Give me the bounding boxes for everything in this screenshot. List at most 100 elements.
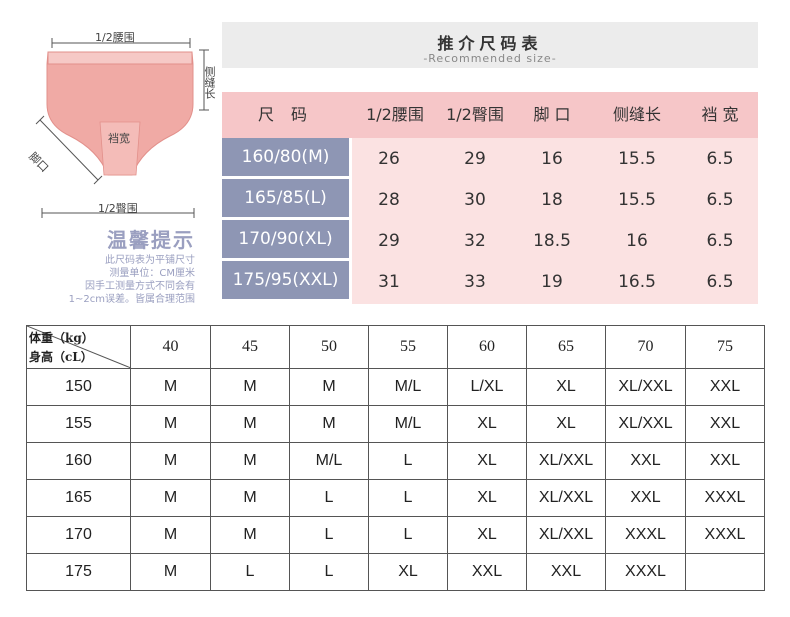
tips-text: 此尺码表为平铺尺寸 测量单位：CM厘米 因手工测量方式不同会有 1~2cm误差。… (0, 251, 195, 311)
size-grid-cell: XXL (447, 553, 527, 591)
size-cell: 16 (541, 149, 563, 169)
size-grid-cell: L (289, 553, 369, 591)
size-cell: 18.5 (533, 231, 571, 251)
size-grid-cell: XL (447, 516, 527, 554)
size-grid-cell: XXL (605, 442, 686, 480)
weight-header: 60 (447, 325, 527, 369)
corner-height-label: 身高（cL） (29, 350, 93, 364)
size-row-label: 165/85(L) (222, 179, 349, 217)
size-grid-cell: XXL (685, 405, 765, 443)
height-cell: 175 (26, 553, 131, 591)
garment-diagram: 1/2腰围 侧缝长 裆宽 脚口 1/2臀围 温馨提示 此尺码表为平铺尺寸 测量单… (0, 0, 225, 310)
table-row: 165 M M L L XL XL/XXL XXL XXXL (26, 479, 765, 517)
size-cell: 28 (378, 190, 400, 210)
size-grid-cell: M (210, 405, 290, 443)
tip-line: 因手工测量方式不同会有 (85, 281, 195, 292)
size-grid-cell: M (130, 516, 211, 554)
size-cell: 6.5 (706, 190, 734, 210)
size-grid-cell: XL (368, 553, 448, 591)
weight-header: 45 (210, 325, 290, 369)
size-cell: 19 (541, 272, 563, 292)
size-grid-cell: M (289, 405, 369, 443)
size-grid-cell: M/L (289, 442, 369, 480)
size-cell: 29 (378, 231, 400, 251)
size-grid-cell: XXL (605, 479, 686, 517)
weight-header: 55 (368, 325, 448, 369)
title-english: -Recommended size- (423, 52, 557, 65)
size-grid-cell: XXXL (605, 553, 686, 591)
table-row: 170 M M L L XL XL/XXL XXXL XXXL (26, 516, 765, 554)
height-weight-size-grid: 体重（kg） 身高（cL） 40 45 50 55 60 65 70 75 15… (26, 325, 765, 591)
size-grid-cell: XL/XXL (605, 368, 686, 406)
half-hip-label: 1/2臀围 (98, 202, 138, 215)
size-grid-cell: XL/XXL (526, 442, 606, 480)
size-grid-cell (685, 553, 765, 591)
size-grid-cell: M (210, 442, 290, 480)
size-grid-cell: XL/XXL (526, 516, 606, 554)
size-grid-cell: M (130, 479, 211, 517)
size-grid-cell: L (289, 516, 369, 554)
table-row: 150 M M M M/L L/XL XL XL/XXL XXL (26, 368, 765, 406)
height-cell: 155 (26, 405, 131, 443)
header-size: 尺 码 (257, 105, 314, 124)
size-grid-cell: M (289, 368, 369, 406)
size-grid-cell: L (368, 516, 448, 554)
size-cell: 18 (541, 190, 563, 210)
header-side-seam: 侧缝长 (612, 105, 661, 124)
size-grid-cell: M (210, 479, 290, 517)
size-grid-cell: M (210, 368, 290, 406)
corner-diagonal (27, 326, 131, 368)
size-grid-cell: M/L (368, 405, 448, 443)
hip-dimension-line (41, 208, 195, 218)
corner-cell: 体重（kg） 身高（cL） (26, 325, 131, 369)
size-cell: 6.5 (706, 231, 734, 251)
crotch-width-label: 裆宽 (108, 132, 130, 145)
size-grid-cell: L (368, 479, 448, 517)
size-cell: 15.5 (618, 149, 656, 169)
weight-header-row: 体重（kg） 身高（cL） 40 45 50 55 60 65 70 75 (26, 325, 765, 369)
size-grid-cell: M (130, 368, 211, 406)
size-grid-cell: M (210, 516, 290, 554)
size-grid-cell: XXL (685, 442, 765, 480)
size-table-title: 推介尺码表 -Recommended size- (222, 22, 758, 68)
size-cell: 30 (464, 190, 486, 210)
size-grid-cell: XL (447, 479, 527, 517)
table-row: 155 M M M M/L XL XL XL/XXL XXL (26, 405, 765, 443)
size-cell: 6.5 (706, 272, 734, 292)
tip-line: 测量单位：CM厘米 (109, 268, 195, 279)
height-cell: 150 (26, 368, 131, 406)
height-cell: 170 (26, 516, 131, 554)
size-grid-cell: L (210, 553, 290, 591)
weight-header: 75 (685, 325, 765, 369)
size-cell: 16 (626, 231, 648, 251)
weight-header: 40 (130, 325, 211, 369)
weight-header: 70 (605, 325, 686, 369)
size-grid-cell: XL (447, 405, 527, 443)
panty-illustration (35, 38, 209, 185)
size-row-label: 175/95(XXL) (222, 261, 349, 299)
corner-weight-label: 体重（kg） (29, 331, 94, 345)
side-seam-label: 侧缝长 (203, 66, 216, 99)
size-grid-cell: XL (526, 368, 606, 406)
size-grid-cell: XXL (685, 368, 765, 406)
table-row: 175 M L L XL XXL XXL XXXL (26, 553, 765, 591)
size-cell: 26 (378, 149, 400, 169)
size-grid-cell: M/L (368, 368, 448, 406)
height-cell: 160 (26, 442, 131, 480)
size-grid-cell: XXXL (685, 479, 765, 517)
header-half-hip: 1/2臀围 (446, 105, 504, 124)
size-grid-cell: M (130, 553, 211, 591)
size-grid-cell: XL (526, 405, 606, 443)
size-grid-cell: M (130, 442, 211, 480)
weight-header: 65 (526, 325, 606, 369)
size-row-label: 160/80(M) (222, 138, 349, 176)
table-row: 160 M M M/L L XL XL/XXL XXL XXL (26, 442, 765, 480)
weight-header: 50 (289, 325, 369, 369)
size-cell: 6.5 (706, 149, 734, 169)
height-cell: 165 (26, 479, 131, 517)
tip-line: 1~2cm误差。皆属合理范围 (68, 294, 195, 305)
header-crotch-width: 裆 宽 (701, 105, 739, 124)
size-grid-cell: XXXL (605, 516, 686, 554)
header-half-waist: 1/2腰围 (366, 105, 424, 124)
title-chinese: 推介尺码表 (437, 34, 543, 53)
